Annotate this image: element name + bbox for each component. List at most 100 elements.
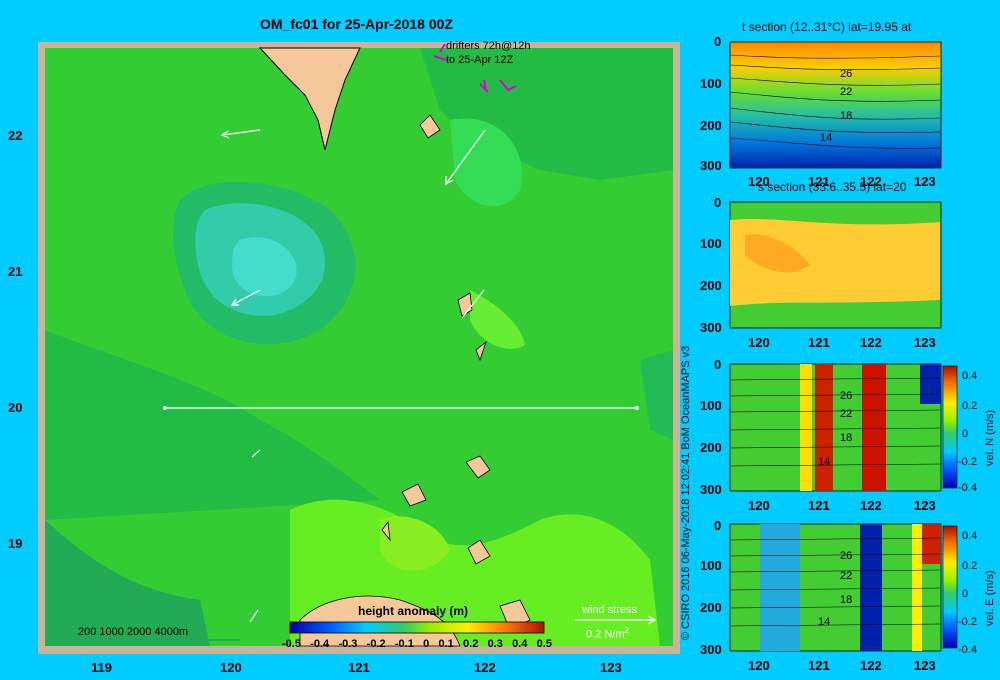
contour-label: 22 [840, 408, 853, 420]
wind-stress-unit: 2 [624, 626, 629, 635]
colorbar-ticks: -0.5 -0.4 -0.3 -0.2 -0.1 0 0.1 0.2 0.3 0… [282, 638, 552, 650]
contour-label: 22 [840, 86, 853, 98]
lon-tick: 123 [914, 498, 936, 513]
depth-tick: 200 [700, 278, 722, 293]
map-title: OM_fc01 for 25-Apr-2018 00Z [260, 16, 453, 32]
lon-tick: 123 [600, 660, 622, 675]
depth-tick: 100 [700, 236, 722, 251]
lon-tick: 120 [748, 498, 770, 513]
lon-tick: 121 [808, 335, 830, 350]
vel-e-label: vel. E (m/s) [984, 570, 996, 626]
land-island [381, 520, 391, 542]
lon-tick: 123 [914, 658, 936, 673]
land-island [467, 539, 491, 565]
s-section-title: s section (33.6..35.5) lat=20 [758, 180, 907, 194]
lon-tick: 120 [220, 660, 242, 675]
depth-tick: 100 [700, 76, 722, 91]
copyright-note: © CSIRO 2016 06-May-2018 12:02:41 BoM Oc… [680, 345, 692, 640]
vel-n-cb-tick: 0.4 [962, 370, 978, 382]
cb-tick: 0.4 [512, 638, 528, 650]
anomaly-region [45, 520, 210, 646]
contour-label: 18 [840, 594, 853, 606]
lat-tick: 20 [8, 400, 23, 415]
wind-stress-label: wind stress [582, 604, 638, 616]
anomaly-region [380, 516, 450, 571]
vel-n-cb-tick: 0.2 [962, 400, 978, 412]
land-island [419, 114, 441, 139]
cb-tick: 0.2 [463, 638, 479, 650]
vel-n-plot [729, 363, 942, 492]
t-section-title: t section (12..31°C) lat=19.95 at [742, 20, 912, 34]
vel-n-colorbar [942, 365, 958, 489]
drifters-label-2: to 25-Apr 12Z [446, 54, 514, 66]
cb-tick: -0.5 [282, 638, 301, 650]
wind-arrows [220, 129, 486, 623]
lon-tick: 120 [748, 335, 770, 350]
lon-tick: 121 [348, 660, 370, 675]
lon-tick: 122 [860, 658, 882, 673]
cb-tick: -0.3 [338, 638, 358, 650]
lon-tick: 122 [474, 660, 496, 675]
colorbar [289, 621, 545, 634]
vel-n-cb-tick: 0 [962, 428, 969, 440]
wind-stress-scale: 0.2 N/m2 [586, 626, 629, 641]
anomaly-region [45, 330, 380, 520]
eddy-core [232, 237, 297, 297]
depth-tick: 300 [700, 158, 722, 173]
vel-n-label: vel. N (m/s) [984, 409, 996, 466]
contour-label: 26 [840, 390, 853, 402]
lon-tick: 121 [808, 658, 830, 673]
drifter-tracks [433, 43, 517, 93]
lon-tick: 119 [91, 660, 112, 675]
anomaly-region [640, 350, 673, 440]
land-island [475, 340, 487, 362]
vel-e-cb-tick: -0.4 [958, 644, 977, 656]
lat-tick: 22 [8, 128, 23, 143]
lon-tick: 121 [808, 174, 830, 189]
cb-tick: -0.1 [394, 638, 414, 650]
vel-e-cb-tick: 0.2 [962, 560, 978, 572]
lat-tick: 19 [8, 536, 23, 551]
lat-tick: 21 [8, 264, 23, 279]
drifters-label: drifters 72h@12h [446, 40, 531, 52]
contour-label: 26 [840, 550, 853, 562]
contour-label: 18 [840, 110, 853, 122]
contour-label: 14 [820, 132, 833, 144]
depth-tick: 200 [700, 118, 722, 133]
cb-tick: -0.4 [310, 638, 330, 650]
t-section-plot [729, 41, 942, 169]
depth-tick: 100 [700, 558, 722, 573]
colorbar-title: height anomaly (m) [358, 604, 469, 618]
contour-label: 22 [840, 570, 853, 582]
vel-n-cb-tick: -0.2 [958, 456, 977, 468]
vel-e-cb-tick: 0 [962, 588, 969, 600]
cb-tick: 0.5 [536, 638, 552, 650]
lon-tick: 121 [808, 498, 830, 513]
depth-tick: 0 [714, 357, 722, 372]
land-luzon [299, 595, 461, 647]
land-island [465, 455, 491, 479]
vel-n-cb-tick: -0.4 [958, 482, 977, 494]
cb-tick: 0.3 [487, 638, 503, 650]
cb-tick: -0.2 [366, 638, 386, 650]
depth-tick: 0 [714, 518, 722, 533]
cb-tick: 0.1 [438, 638, 454, 650]
depth-tick: 300 [700, 642, 722, 657]
depth-tick: 0 [714, 195, 722, 210]
cb-tick: 0 [423, 638, 430, 650]
depth-tick: 200 [700, 600, 722, 615]
contour-label: 18 [840, 432, 853, 444]
lon-tick: 123 [914, 174, 936, 189]
depth-tick: 100 [700, 398, 722, 413]
land-taiwan [258, 47, 361, 151]
depth-tick: 300 [700, 320, 722, 335]
vel-e-colorbar [942, 525, 958, 649]
land-island [401, 483, 427, 507]
lon-tick: 122 [860, 335, 882, 350]
wind-scale-arrow [575, 615, 657, 625]
lon-tick: 122 [860, 174, 882, 189]
lon-tick: 120 [748, 658, 770, 673]
lon-tick: 122 [860, 498, 882, 513]
bathymetry-legend: 200 1000 2000 4000m [78, 626, 189, 638]
contour-label: 14 [818, 456, 831, 468]
